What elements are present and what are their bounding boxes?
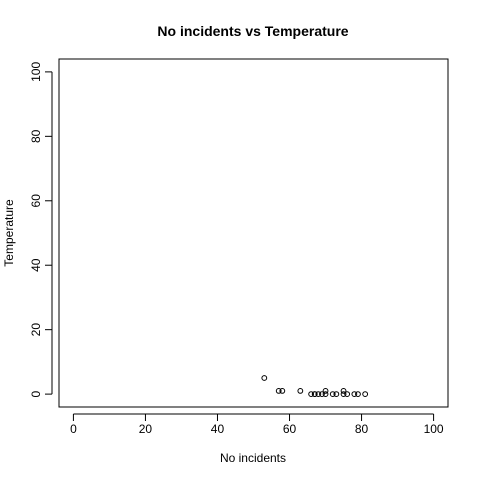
x-axis: 0 20 40 60 80 100	[70, 413, 444, 436]
data-point	[319, 391, 325, 398]
data-point	[311, 391, 318, 398]
chart-title: No incidents vs Temperature	[157, 23, 348, 39]
x-tick-label: 0	[70, 422, 77, 436]
data-point	[351, 391, 358, 398]
y-tick-label: 0	[29, 390, 43, 397]
data-point	[315, 391, 322, 398]
x-tick-label: 80	[355, 422, 369, 436]
data-point	[308, 391, 315, 398]
data-point	[329, 391, 336, 398]
data-point	[261, 375, 268, 381]
data-point	[275, 387, 282, 394]
y-tick-label: 60	[29, 194, 43, 208]
data-point	[340, 387, 347, 394]
data-point	[333, 391, 340, 398]
data-point	[340, 391, 347, 398]
data-point	[362, 391, 369, 398]
y-tick-label: 20	[29, 323, 43, 337]
data-point	[355, 391, 361, 398]
data-point	[279, 387, 286, 394]
y-axis: 0 20 40 60 80 100	[29, 62, 53, 397]
y-tick-label: 40	[29, 258, 43, 272]
x-axis-label: No incidents	[220, 451, 286, 465]
data-point	[322, 387, 329, 394]
y-axis-label: Temperature	[2, 199, 16, 267]
x-tick-label: 100	[424, 422, 444, 436]
data-points	[261, 375, 369, 398]
data-point	[322, 391, 329, 398]
data-point	[297, 387, 304, 394]
x-tick-label: 20	[139, 422, 153, 436]
y-tick-label: 100	[29, 62, 43, 82]
y-tick-label: 80	[29, 129, 43, 143]
data-point	[344, 391, 351, 398]
x-tick-label: 40	[211, 422, 225, 436]
plot-frame	[58, 58, 449, 408]
x-tick-label: 60	[283, 422, 297, 436]
